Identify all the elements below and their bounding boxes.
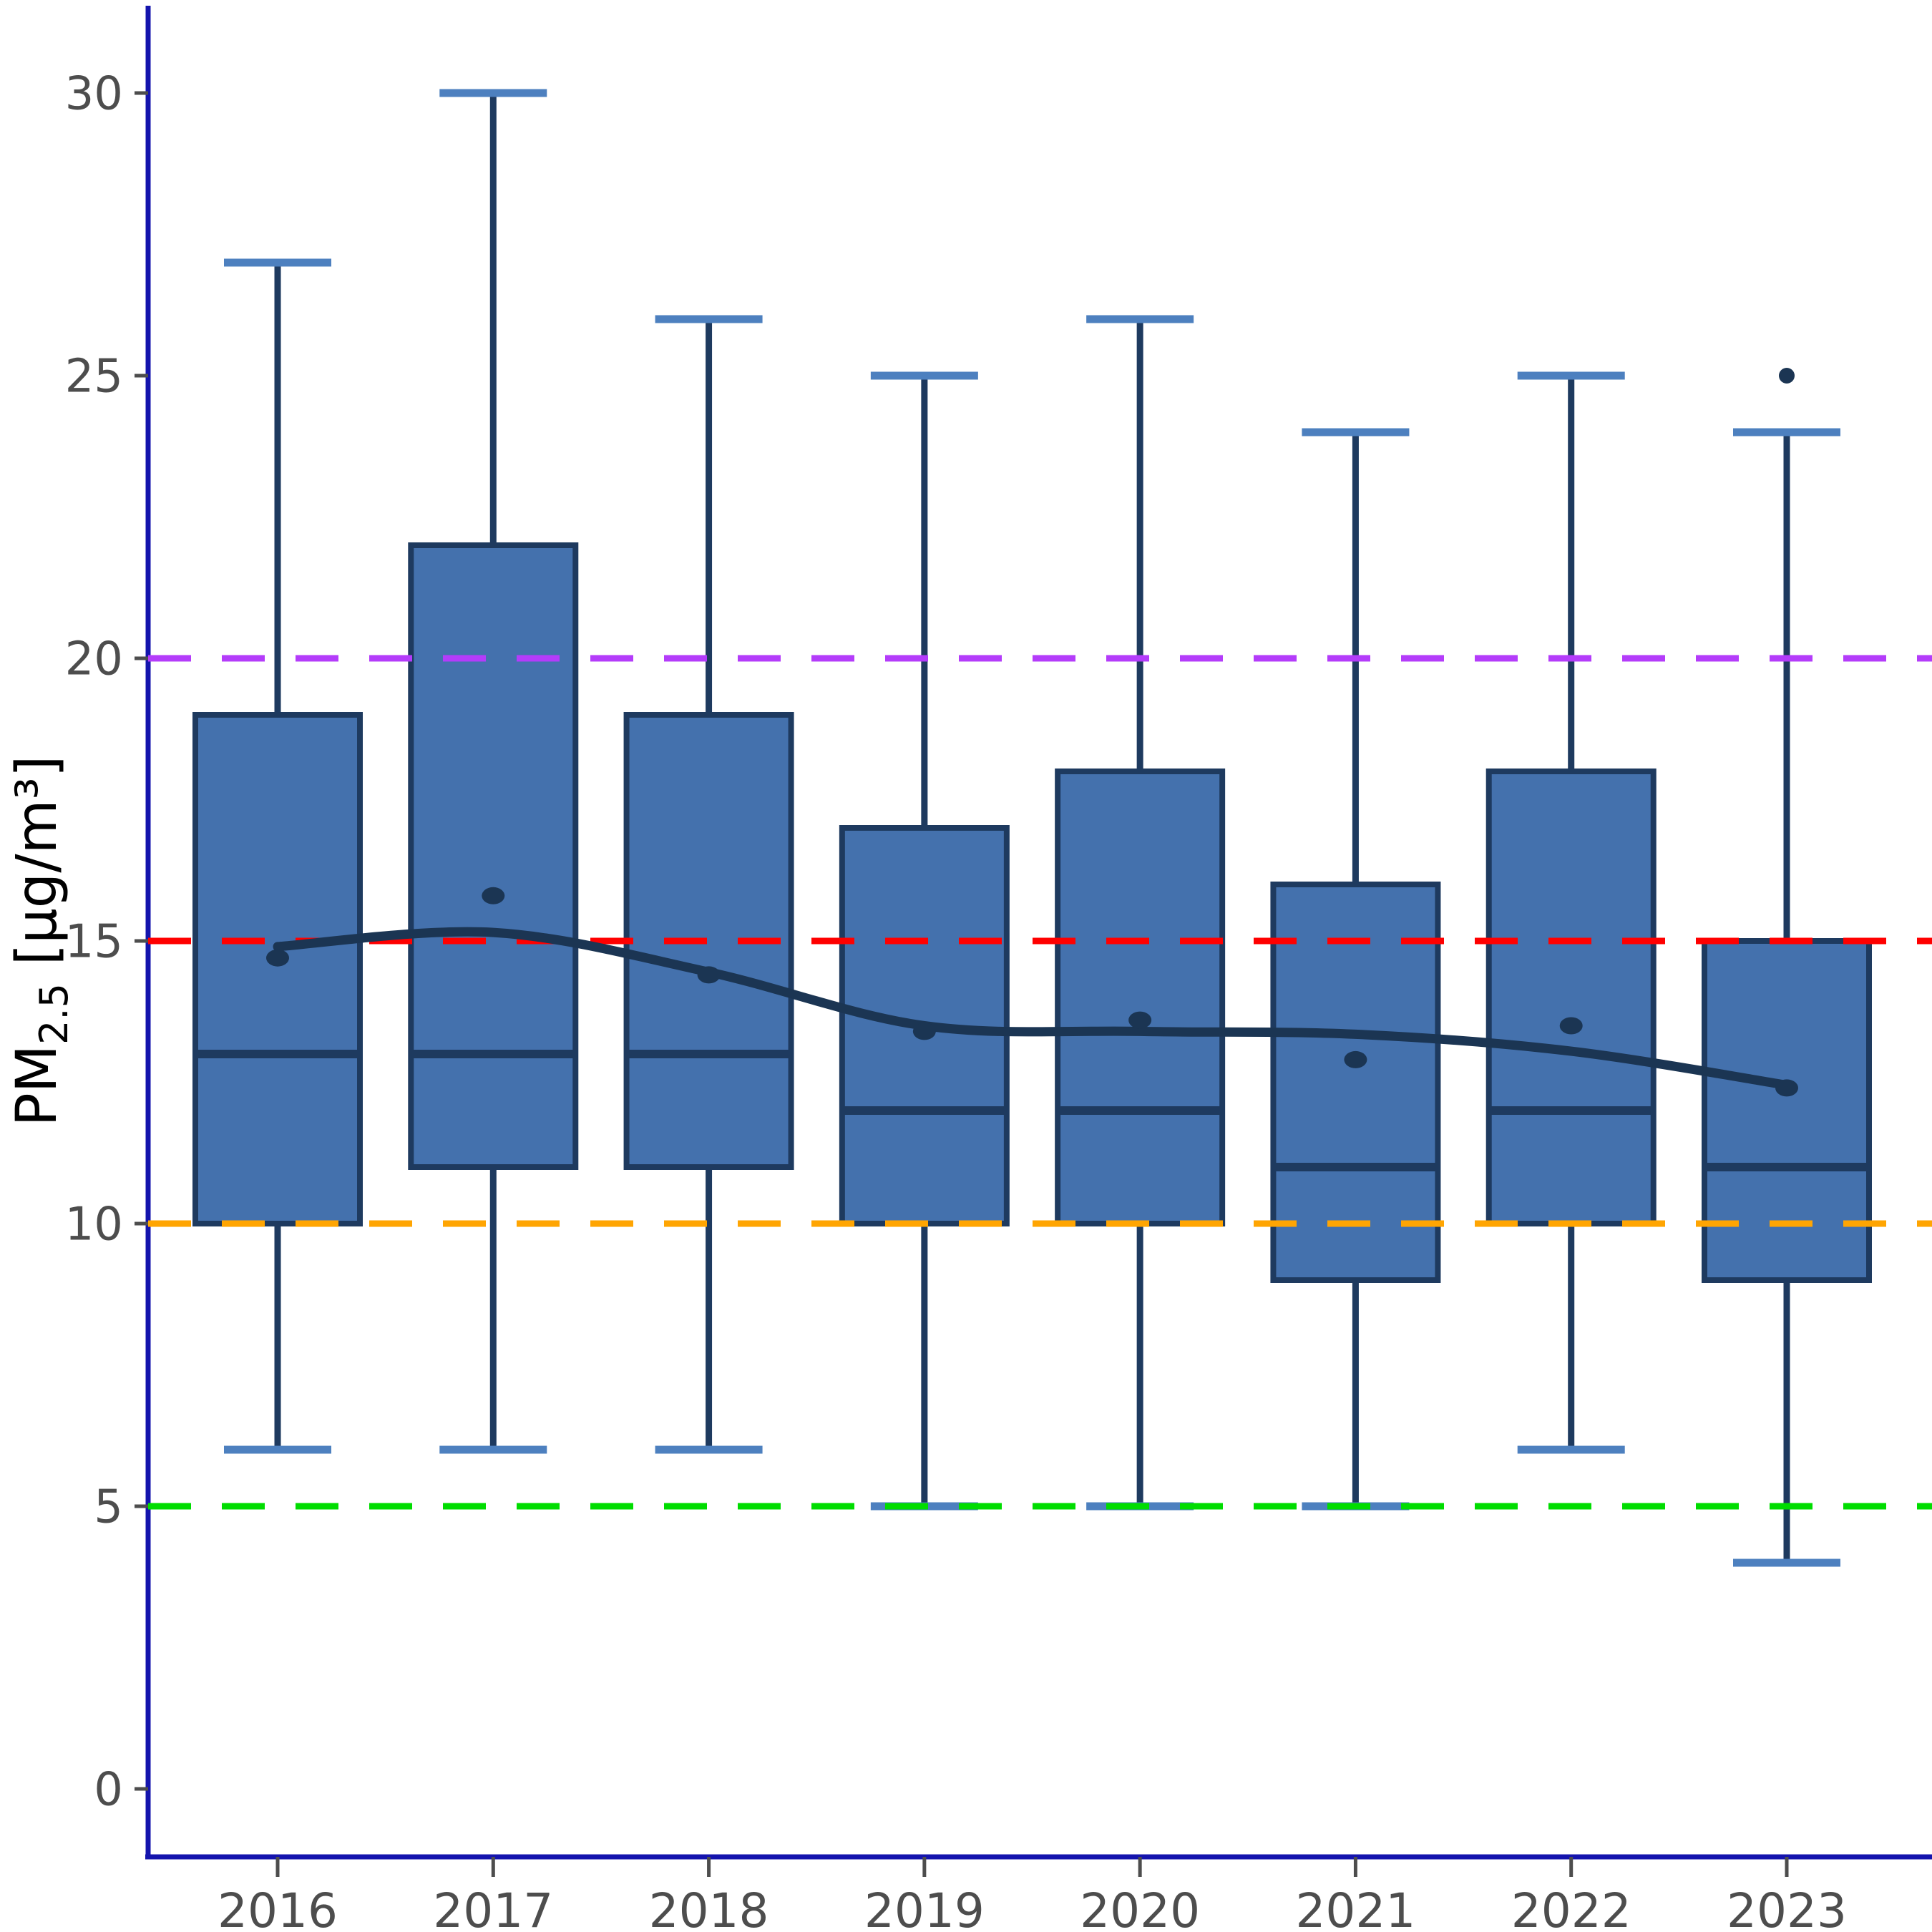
x-tick-label-2023: 2023 <box>1727 1883 1847 1932</box>
mean-dot-2019 <box>912 1023 936 1040</box>
mean-dot-2021 <box>1344 1050 1367 1068</box>
boxplot-2022 <box>1485 371 1657 1454</box>
boxplots <box>192 89 1872 1567</box>
outlier-dot-2023 <box>1779 368 1795 384</box>
iqr-box <box>1485 769 1657 1226</box>
y-tick-label: 20 <box>65 633 123 686</box>
y-tick-label: 0 <box>94 1763 123 1816</box>
boxplot-2020 <box>1055 315 1226 1511</box>
x-tick-label-2022: 2022 <box>1511 1883 1631 1932</box>
y-axis: 0 5 10 15 20 25 30 PM2.5 [µg/m³] <box>5 67 148 1816</box>
mean-dots <box>266 368 1798 1097</box>
iqr-box <box>408 542 579 1170</box>
mean-dot-2016 <box>266 949 289 967</box>
x-tick-label-2017: 2017 <box>433 1883 553 1932</box>
x-tick-label-2020: 2020 <box>1080 1883 1200 1932</box>
iqr-box <box>192 712 363 1226</box>
y-tick-label: 10 <box>65 1198 123 1251</box>
boxplot-2016 <box>192 258 363 1454</box>
boxplot-2021 <box>1270 428 1441 1511</box>
x-tick-label-2016: 2016 <box>218 1883 338 1932</box>
y-tick-label: 30 <box>65 67 123 120</box>
mean-dot-2017 <box>482 887 505 904</box>
boxplot-2018 <box>623 315 794 1454</box>
mean-dot-2023 <box>1775 1079 1798 1097</box>
reference-lines <box>148 655 1932 1510</box>
x-tick-label-2019: 2019 <box>864 1883 985 1932</box>
y-tick-label: 15 <box>65 915 123 968</box>
iqr-box <box>1270 882 1441 1283</box>
iqr-box <box>1055 769 1226 1226</box>
mean-dot-2018 <box>697 966 721 984</box>
iqr-box <box>1702 938 1872 1283</box>
mean-dot-2020 <box>1128 1011 1152 1029</box>
x-tick-label-2018: 2018 <box>649 1883 769 1932</box>
x-axis: 2016 2017 2018 2019 2020 2021 2022 2023 <box>218 1857 1847 1932</box>
mean-dot-2022 <box>1559 1017 1583 1035</box>
y-tick-label: 5 <box>94 1480 123 1533</box>
x-tick-label-2021: 2021 <box>1295 1883 1415 1932</box>
boxplot-2023 <box>1702 428 1872 1567</box>
trend-line <box>273 927 1792 1090</box>
axes <box>145 6 1932 1860</box>
y-axis-title: PM2.5 [µg/m³] <box>5 756 77 1127</box>
boxplot-2017 <box>408 89 579 1454</box>
y-tick-label: 25 <box>65 350 123 403</box>
